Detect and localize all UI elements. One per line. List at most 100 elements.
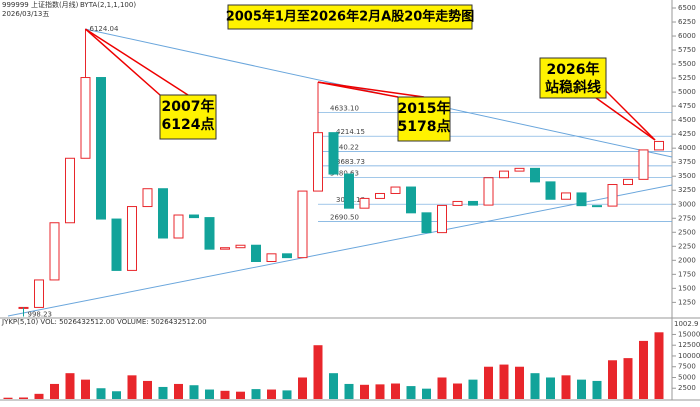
y-tick-label: 2250 [678,242,696,250]
candle-body [158,188,168,239]
candle-body [344,173,354,209]
candle-body [359,197,370,209]
trend-line [7,184,673,317]
y-tick-label: 3000 [678,200,696,208]
volume-bar [298,377,307,399]
volume-bar [329,373,338,399]
volume-bar [468,379,478,399]
candle-body [96,77,106,220]
candle-body [80,77,91,159]
candle-body [220,247,230,250]
candle-body [297,190,308,259]
annotation-box [159,94,217,140]
candle-body [142,188,153,208]
candle-body [266,253,277,262]
volume-bar [344,383,354,399]
arrow [85,28,161,96]
y-tick-label: 1250 [678,298,696,306]
annotation: 站稳斜线 [545,79,601,96]
y-tick-label: 5000 [678,88,696,96]
bottom-label: 1002.9 [674,320,699,328]
y-tick-label: 4250 [678,130,696,138]
candle-body [468,200,478,206]
chart-title: 2005年1月至2026年2月A股20年走势图 [226,9,475,25]
volume-bar [50,383,59,399]
volume-bar [65,373,75,399]
candle-body [452,200,463,206]
volume-bar [484,366,493,399]
volume-bar [406,386,416,399]
volume-bar [3,397,13,399]
volume-bar [205,389,214,399]
candle-body [561,192,571,200]
candle-body [65,157,75,224]
volume-bar [189,385,199,399]
candle-body [34,279,44,308]
peak-label: 6124.04 [90,25,119,33]
volume-bar [81,379,90,399]
annotation: 6124点 [162,116,215,133]
volume-bar [623,358,633,399]
level-label: 3940.22 [330,144,359,152]
candle-body [406,186,416,214]
annotation: 2015年 [398,100,451,117]
y-tick-label: 12500 [678,341,700,349]
candle-body [530,167,540,183]
volume-bar [313,345,323,399]
y-tick-label: 6500 [678,4,696,12]
y-tick-label: 7500 [678,363,696,371]
volume-header: JYKP(5,10) VOL: 5026432512.00 VOLUME: 50… [1,318,207,326]
level-label: 3683.73 [336,158,365,166]
candle-body [592,205,602,208]
volume-bar [515,366,524,399]
y-tick-label: 6250 [678,18,696,26]
volume-bar [96,388,106,399]
candle-body [623,178,633,186]
candle-body [189,214,199,219]
candle-body [127,206,137,271]
header: 2026/03/13五 [2,10,49,18]
y-tick-label: 1750 [678,270,696,278]
y-tick-label: 4750 [678,102,696,110]
candle-body [111,218,122,271]
y-tick-label: 10000 [678,352,700,360]
candle-body [49,222,60,281]
y-tick-label: 5750 [678,46,696,54]
candle-body [251,244,261,262]
candle-body [545,181,556,200]
level-label: 4633.10 [330,105,359,113]
candle-body [638,149,649,180]
volume-bar [530,373,540,399]
low-label: 998.23 [28,310,53,318]
title-box [227,4,473,30]
volume-bar [19,397,28,399]
volume-bar [158,386,168,399]
level-label: 3480.63 [330,169,359,177]
header: BYTA(2,1,1,100) [80,1,136,9]
volume-bar [220,390,230,399]
volume-bar [592,380,602,399]
y-tick-label: 4500 [678,116,696,124]
volume-bar [112,391,121,399]
header: 999999 上证指数(月线) [2,0,79,9]
candle-body [390,186,401,194]
candle-body [576,192,587,207]
candle-body [375,192,385,199]
y-tick-label: 3750 [678,158,696,166]
volume-bar [34,393,44,399]
y-tick-label: 5250 [678,74,696,82]
annotation: 5178点 [398,118,451,135]
arrow [85,28,189,96]
annotation-box [539,57,607,99]
annotation: 2007年 [162,98,215,115]
volume-bar [251,389,261,399]
arrow [317,81,425,98]
y-tick-label: 4000 [678,144,696,152]
y-tick-label: 2500 [678,384,696,392]
candle-body [235,244,246,249]
volume-bar [437,377,447,399]
y-tick-label: 1500 [678,284,696,292]
y-tick-label: 6000 [678,32,696,40]
volume-bar [546,377,555,399]
